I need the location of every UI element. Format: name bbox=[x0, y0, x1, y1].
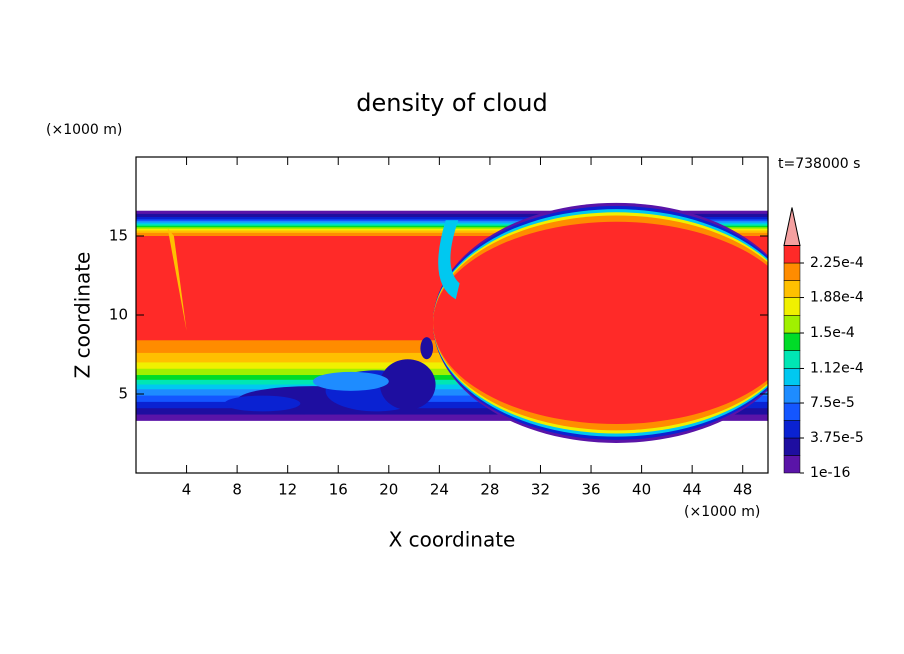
colorbar-tick-label: 1.88e-4 bbox=[810, 290, 864, 306]
contour-streak bbox=[167, 228, 187, 331]
x-tick-label: 12 bbox=[278, 481, 297, 499]
x-tick-label: 16 bbox=[329, 481, 348, 499]
colorbar-segment bbox=[783, 455, 801, 474]
colorbar-tick-label: 2.25e-4 bbox=[810, 255, 864, 271]
contour-streak bbox=[438, 220, 460, 300]
colorbar-tick-label: 1e-16 bbox=[810, 465, 850, 481]
x-tick-label: 32 bbox=[531, 481, 550, 499]
colorbar-segment bbox=[783, 315, 801, 334]
colorbar-segment bbox=[783, 402, 801, 421]
time-label: t=738000 s bbox=[778, 156, 860, 172]
colorbar-tick-label: 1.5e-4 bbox=[810, 325, 855, 341]
colorbar-segment bbox=[783, 385, 801, 404]
y-tick-label: 5 bbox=[118, 385, 128, 403]
contour-blob bbox=[420, 337, 434, 360]
colorbar-segment bbox=[783, 350, 801, 369]
colorbar-segment bbox=[783, 297, 801, 316]
x-tick-label: 28 bbox=[480, 481, 499, 499]
colorbar-tick-label: 7.5e-5 bbox=[810, 395, 855, 411]
x-tick-label: 44 bbox=[683, 481, 702, 499]
colorbar-segment bbox=[783, 332, 801, 351]
x-tick-label: 36 bbox=[581, 481, 600, 499]
x-tick-label: 40 bbox=[632, 481, 651, 499]
colorbar-segment bbox=[783, 280, 801, 298]
colorbar-segment bbox=[783, 262, 801, 281]
contour-blob bbox=[312, 371, 389, 391]
contour-field bbox=[136, 202, 768, 443]
colorbar-tick-label: 1.12e-4 bbox=[810, 360, 864, 376]
y-tick-label: 10 bbox=[109, 306, 128, 324]
x-tick-label: 8 bbox=[232, 481, 242, 499]
contour-blob bbox=[224, 395, 301, 412]
y-tick-label: 15 bbox=[109, 227, 128, 245]
y-unit: (×1000 m) bbox=[46, 122, 122, 138]
y-axis-label: Z coordinate bbox=[71, 252, 95, 379]
colorbar-tick-label: 3.75e-5 bbox=[810, 430, 864, 446]
colorbar-extend bbox=[783, 207, 801, 246]
x-tick-label: 4 bbox=[182, 481, 192, 499]
x-tick-label: 48 bbox=[733, 481, 752, 499]
contour-blob bbox=[379, 359, 436, 410]
colorbar-segment bbox=[783, 437, 801, 456]
x-unit: (×1000 m) bbox=[684, 504, 760, 520]
x-tick-label: 24 bbox=[430, 481, 449, 499]
x-tick-label: 20 bbox=[379, 481, 398, 499]
chart-title: density of cloud bbox=[356, 89, 547, 117]
colorbar-segment bbox=[783, 368, 801, 386]
x-axis-label: X coordinate bbox=[389, 528, 516, 552]
contour-dome bbox=[433, 221, 768, 424]
colorbar-segment bbox=[783, 420, 801, 439]
colorbar-segment bbox=[783, 245, 801, 264]
